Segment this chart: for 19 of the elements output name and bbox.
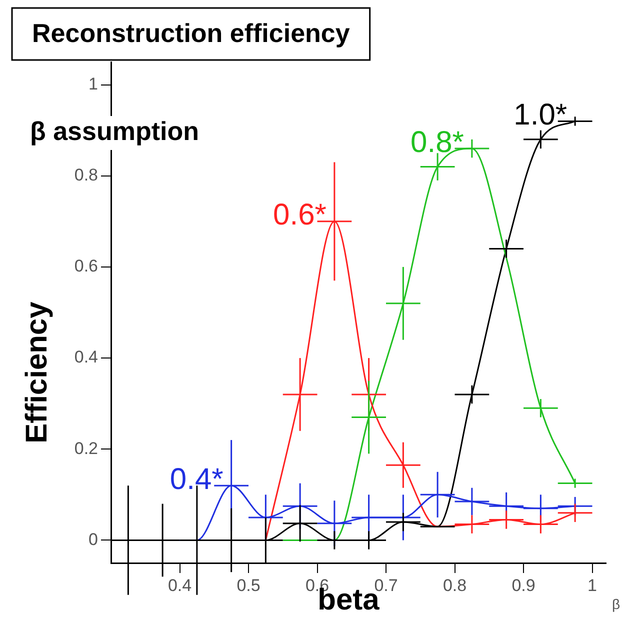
- y-tick-label: 0.2: [74, 438, 98, 458]
- x-tick-label: 0.8: [442, 576, 467, 595]
- chart-title: Reconstruction efficiency: [32, 18, 350, 48]
- x-tick-label: 0.5: [236, 576, 260, 595]
- y-tick-label: 0.6: [74, 256, 98, 276]
- text: β: [612, 596, 620, 612]
- series-label: 1.0*: [514, 98, 568, 132]
- y-axis-title: Efficiency: [20, 301, 54, 444]
- series-label: 0.6*: [273, 198, 327, 232]
- y-tick-label: 1: [88, 74, 98, 94]
- legend-title: β assumption: [30, 116, 199, 146]
- y-tick-label: 0.8: [74, 166, 98, 185]
- x-tick-label: 0.9: [512, 576, 536, 595]
- series-label: 0.8*: [410, 126, 464, 159]
- y-tick-label: 0.4: [74, 348, 98, 367]
- y-tick-label: 0: [88, 530, 98, 549]
- x-tick-label: 0.4: [168, 576, 192, 595]
- series-label: 0.4*: [170, 462, 224, 496]
- x-tick-label: 1: [588, 576, 597, 595]
